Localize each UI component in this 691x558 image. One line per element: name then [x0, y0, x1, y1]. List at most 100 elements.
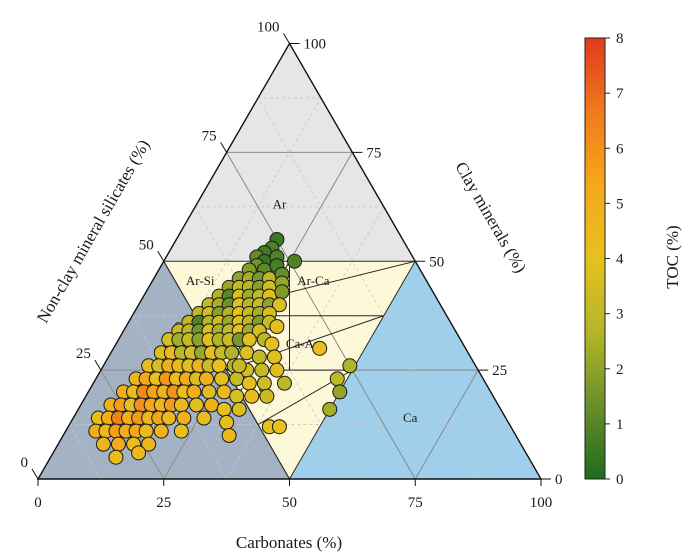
data-point — [138, 423, 154, 439]
right-axis-title: Clay minerals (%) — [451, 159, 530, 276]
data-point — [186, 384, 202, 400]
data-point — [231, 358, 247, 374]
data-point — [229, 388, 245, 404]
data-point — [239, 345, 255, 361]
data-point — [173, 423, 189, 439]
data-point — [161, 410, 177, 426]
data-point — [264, 336, 280, 352]
data-point — [153, 423, 169, 439]
data-point — [131, 445, 147, 461]
data-point — [312, 340, 328, 356]
data-point — [287, 253, 303, 269]
data-point — [216, 401, 232, 417]
data-point — [271, 297, 287, 313]
data-point — [329, 371, 345, 387]
colorbar — [584, 37, 606, 480]
data-point — [332, 384, 348, 400]
region-label-ar: Ar — [273, 197, 287, 212]
data-point — [229, 371, 245, 387]
colorbar-label: TOC (%) — [663, 225, 682, 288]
left-tick-mark — [94, 359, 102, 371]
bottom-tick-label: 0 — [34, 495, 42, 511]
colorbar-tick-label: 8 — [616, 31, 624, 47]
bottom-tick-label: 50 — [282, 495, 297, 511]
colorbar-ticks: 0 1 2 3 4 5 6 7 8 — [605, 31, 624, 488]
data-point — [269, 362, 285, 378]
region-label-ca: Ca — [403, 410, 418, 425]
data-point — [269, 319, 285, 335]
region-label-ca-ar: Ca-Ar — [286, 336, 319, 351]
data-point — [256, 375, 272, 391]
bottom-axis-title: Carbonates (%) — [236, 533, 342, 552]
region-label-ar-si: Ar-Si — [186, 273, 215, 288]
data-point — [251, 349, 267, 365]
data-point — [254, 362, 270, 378]
data-point — [176, 410, 192, 426]
data-point — [322, 401, 338, 417]
colorbar-tick-label: 6 — [616, 141, 624, 157]
data-points — [88, 231, 358, 465]
colorbar-tick-label: 0 — [616, 472, 624, 488]
data-point — [201, 384, 217, 400]
colorbar-tick-label: 7 — [616, 86, 624, 102]
right-tick-label: 25 — [492, 363, 507, 379]
data-point — [188, 397, 204, 413]
left-tick-mark — [31, 468, 39, 480]
data-point — [241, 332, 257, 348]
colorbar-tick-label: 1 — [616, 417, 624, 433]
grid-line-silicate — [69, 424, 102, 480]
right-tick-label: 100 — [304, 37, 327, 53]
bottom-tick-label: 75 — [408, 495, 423, 511]
data-point — [231, 401, 247, 417]
data-point — [95, 436, 111, 452]
data-point — [196, 410, 212, 426]
data-point — [276, 375, 292, 391]
data-point — [199, 371, 215, 387]
data-point — [274, 284, 290, 300]
data-point — [141, 436, 157, 452]
region-label-ar-ca: Ar-Ca — [297, 273, 329, 288]
data-point — [342, 358, 358, 374]
data-point — [216, 384, 232, 400]
grid-line-silicate — [131, 315, 227, 480]
data-point — [244, 388, 260, 404]
right-tick-label: 0 — [555, 472, 563, 488]
grid-line-silicate — [100, 369, 165, 480]
data-point — [271, 419, 287, 435]
grid-line-silicate — [257, 97, 479, 480]
data-point — [241, 375, 257, 391]
right-tick-label: 50 — [429, 254, 444, 270]
colorbar-tick-label: 4 — [616, 252, 624, 268]
bottom-tick-label: 100 — [530, 495, 553, 511]
data-point — [110, 436, 126, 452]
data-point — [221, 427, 237, 443]
left-tick-mark — [283, 33, 290, 44]
left-tick-label: 0 — [21, 455, 29, 471]
colorbar-tick-label: 3 — [616, 307, 624, 323]
data-point — [214, 371, 230, 387]
colorbar-tick-label: 5 — [616, 196, 624, 212]
left-tick-label: 50 — [139, 237, 154, 253]
left-tick-label: 25 — [76, 346, 91, 362]
grid-line-carbonate — [352, 315, 448, 480]
colorbar-tick-label: 2 — [616, 362, 624, 378]
data-point — [211, 358, 227, 374]
left-tick-label: 100 — [257, 20, 280, 36]
border-cross-2 — [226, 315, 384, 371]
grid-line-carbonate — [477, 424, 510, 480]
data-point — [204, 397, 220, 413]
data-point — [259, 388, 275, 404]
left-axis-title: Non-clay mineral silicates (%) — [33, 136, 154, 326]
data-point — [173, 397, 189, 413]
left-tick-mark — [157, 250, 165, 262]
data-point — [224, 345, 240, 361]
data-point — [266, 349, 282, 365]
left-tick-mark — [220, 142, 228, 153]
data-point — [108, 449, 124, 465]
left-tick-label: 75 — [202, 128, 217, 144]
right-tick-label: 75 — [366, 145, 381, 161]
bottom-tick-label: 25 — [156, 495, 171, 511]
data-point — [219, 414, 235, 430]
